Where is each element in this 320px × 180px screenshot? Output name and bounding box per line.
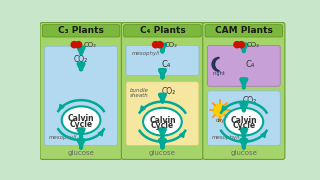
- Text: CO₂: CO₂: [165, 42, 178, 48]
- Text: bundle: bundle: [130, 88, 149, 93]
- Text: Calvin: Calvin: [230, 116, 257, 125]
- Text: glucose: glucose: [68, 150, 94, 156]
- Ellipse shape: [62, 106, 100, 134]
- Text: sheath: sheath: [130, 93, 149, 98]
- Text: CO₂: CO₂: [162, 87, 176, 96]
- Text: CO₂: CO₂: [84, 42, 96, 48]
- Text: mesophyll: mesophyll: [132, 51, 160, 57]
- Ellipse shape: [224, 108, 263, 136]
- Text: C₃ Plants: C₃ Plants: [58, 26, 104, 35]
- Text: C₄ Plants: C₄ Plants: [140, 26, 185, 35]
- Circle shape: [153, 42, 159, 48]
- Text: night: night: [213, 71, 225, 76]
- FancyBboxPatch shape: [42, 25, 120, 37]
- Text: CO₂: CO₂: [74, 55, 88, 64]
- FancyBboxPatch shape: [121, 22, 204, 159]
- Text: CAM Plants: CAM Plants: [215, 26, 273, 35]
- Text: C₄: C₄: [162, 60, 171, 69]
- Text: Calvin: Calvin: [68, 114, 94, 123]
- Text: CO₂: CO₂: [243, 96, 257, 105]
- Circle shape: [71, 42, 77, 48]
- Text: glucose: glucose: [149, 150, 176, 156]
- Circle shape: [214, 104, 226, 116]
- FancyBboxPatch shape: [205, 25, 283, 37]
- Text: Cycle: Cycle: [232, 121, 255, 130]
- FancyBboxPatch shape: [40, 22, 122, 159]
- FancyBboxPatch shape: [124, 25, 201, 37]
- Text: mesophyll: mesophyll: [49, 135, 77, 140]
- FancyBboxPatch shape: [126, 46, 199, 75]
- Circle shape: [238, 42, 244, 48]
- FancyBboxPatch shape: [207, 91, 280, 146]
- Text: C₄: C₄: [245, 60, 255, 69]
- Circle shape: [234, 42, 240, 48]
- Wedge shape: [216, 59, 221, 70]
- Text: Calvin: Calvin: [149, 116, 176, 125]
- FancyBboxPatch shape: [203, 22, 285, 159]
- Text: Cycle: Cycle: [69, 120, 92, 129]
- Text: mesophyll: mesophyll: [212, 135, 240, 140]
- Text: CO₂: CO₂: [246, 42, 259, 48]
- FancyBboxPatch shape: [207, 46, 280, 86]
- Text: glucose: glucose: [230, 150, 257, 156]
- Text: Cycle: Cycle: [151, 121, 174, 130]
- Wedge shape: [212, 57, 219, 71]
- Circle shape: [157, 42, 163, 48]
- Ellipse shape: [143, 108, 182, 136]
- FancyBboxPatch shape: [45, 46, 117, 146]
- Text: day: day: [215, 118, 224, 123]
- Circle shape: [76, 42, 82, 48]
- FancyBboxPatch shape: [126, 82, 199, 146]
